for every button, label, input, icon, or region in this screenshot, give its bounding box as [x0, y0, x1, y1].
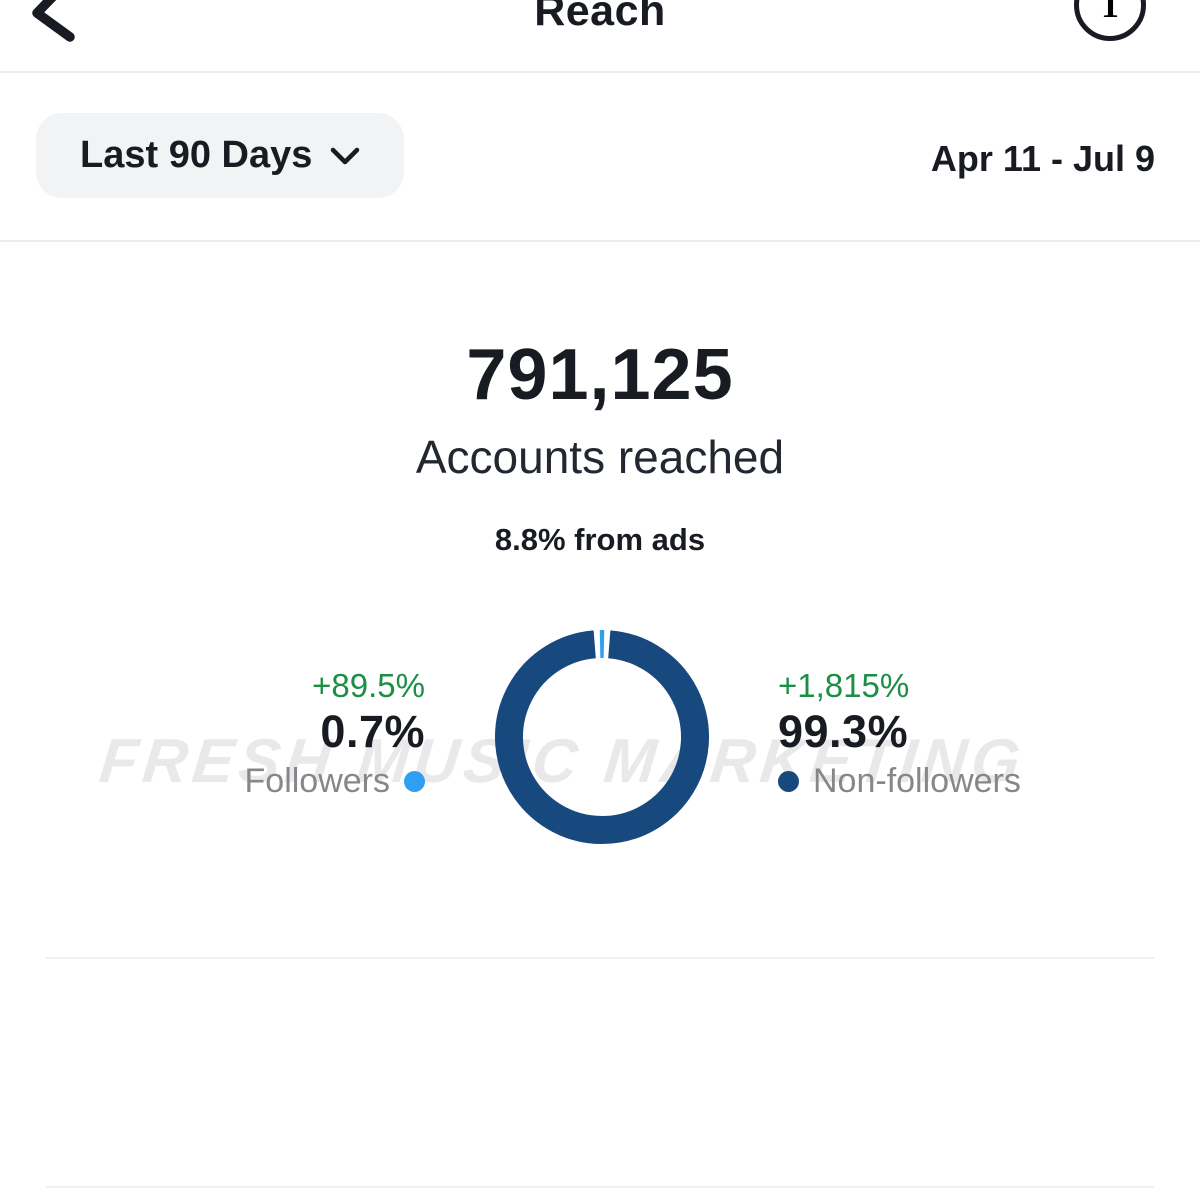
non-followers-label-row: Non-followers	[778, 758, 1158, 804]
header-divider	[0, 71, 1200, 73]
followers-label: Followers	[244, 762, 390, 800]
accounts-reached-label: Accounts reached	[415, 431, 785, 483]
followers-legend: +89.5% 0.7% Followers	[65, 666, 425, 804]
non-followers-legend: +1,815% 99.3% Non-followers	[778, 666, 1158, 804]
non-followers-label: Non-followers	[813, 762, 1021, 800]
donut-nonfollowers-arc	[495, 630, 709, 844]
metrics-bottom-divider	[46, 1186, 1154, 1188]
followers-dot-icon	[404, 770, 425, 792]
info-badge-count: 1	[1101, 0, 1119, 25]
non-followers-dot-icon	[778, 770, 799, 792]
metric-row[interactable]: Impressions 1,171,964 +1,053%	[0, 958, 1200, 1186]
date-range-label: Apr 11 - Jul 9	[930, 138, 1155, 179]
chevron-left-icon	[32, 0, 75, 42]
followers-label-row: Followers	[65, 758, 425, 804]
reach-donut-chart	[495, 629, 709, 844]
accounts-reached-value: 791,125	[466, 335, 734, 415]
chevron-down-icon	[331, 147, 360, 164]
followers-percent: 0.7%	[320, 706, 425, 757]
page-title: Reach	[534, 0, 666, 35]
followers-delta: +89.5%	[312, 667, 425, 704]
filter-divider	[0, 240, 1200, 242]
non-followers-percent: 99.3%	[778, 706, 909, 757]
info-button[interactable]: 1	[1074, 0, 1146, 41]
metrics-top-divider	[46, 957, 1154, 959]
period-filter-button[interactable]: Last 90 Days	[36, 113, 405, 198]
back-button[interactable]	[26, 0, 86, 51]
period-filter-label: Last 90 Days	[80, 134, 313, 176]
non-followers-delta: +1,815%	[778, 667, 910, 704]
info-badge-icon: 1	[1074, 0, 1146, 41]
from-ads-note: 8.8% from ads	[494, 522, 706, 557]
